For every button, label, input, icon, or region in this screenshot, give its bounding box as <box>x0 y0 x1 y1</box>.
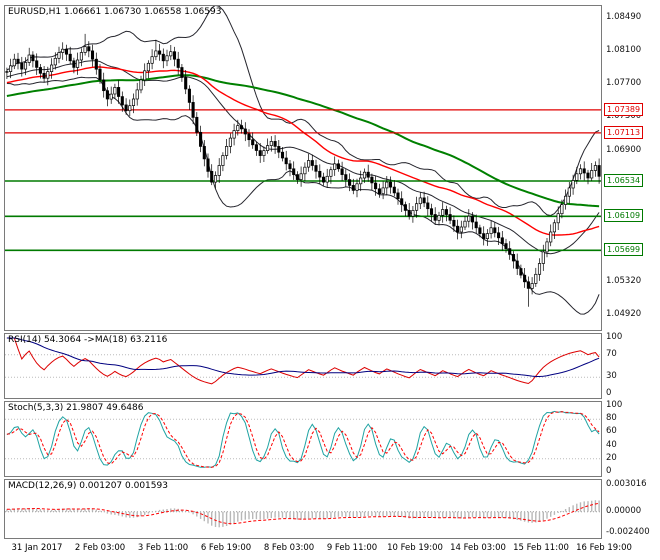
stochastic-panel[interactable]: Stoch(5,3,3) 21.9807 49.6486 <box>4 401 602 477</box>
stochastic-chart[interactable] <box>5 402 601 476</box>
axis-tick: 1.04920 <box>606 309 642 319</box>
time-label: 8 Feb 03:00 <box>263 543 315 553</box>
price-line-tag: 1.05699 <box>604 243 644 256</box>
axis-tick: 100 <box>606 332 623 342</box>
axis-tick: 1.08100 <box>606 45 642 55</box>
price-line-tag: 1.07389 <box>604 103 644 116</box>
rsi-label: RSI(14) 54.3064 ->MA(18) 63.2116 <box>8 335 168 345</box>
price-panel[interactable]: EURUSD,H1 1.06661 1.06730 1.06558 1.0659… <box>4 5 602 331</box>
time-label: 15 Feb 11:00 <box>513 543 569 553</box>
time-axis[interactable]: 31 Jan 2017 2 Feb 03:00 3 Feb 11:00 6 Feb 1… <box>4 541 660 557</box>
time-label: 3 Feb 11:00 <box>137 543 189 553</box>
price-line-tag: 1.06109 <box>604 209 644 222</box>
axis-tick: 70 <box>606 349 617 359</box>
axis-tick: 1.06900 <box>606 145 642 155</box>
price-line-tag: 1.07113 <box>604 126 644 139</box>
symbol-ohlc-label: EURUSD,H1 1.06661 1.06730 1.06558 1.0659… <box>8 7 222 17</box>
time-label: 10 Feb 19:00 <box>387 543 443 553</box>
time-label: 2 Feb 03:00 <box>74 543 126 553</box>
time-label: 14 Feb 03:00 <box>450 543 506 553</box>
axis-tick: 20 <box>606 453 617 463</box>
macd-panel[interactable]: MACD(12,26,9) 0.001207 0.001593 <box>4 479 602 539</box>
axis-tick: 0.00000 <box>606 506 642 516</box>
axis-tick: 30 <box>606 371 617 381</box>
macd-axis[interactable]: 0.003016 0.00000 -0.002400 <box>602 479 660 539</box>
candlestick-chart[interactable] <box>5 6 601 330</box>
macd-label: MACD(12,26,9) 0.001207 0.001593 <box>8 481 168 491</box>
time-label: 31 Jan 2017 <box>11 543 63 553</box>
time-label: 6 Feb 19:00 <box>200 543 252 553</box>
axis-tick: 40 <box>606 440 617 450</box>
axis-tick: 1.07300 <box>606 111 642 121</box>
price-line-tag: 1.06534 <box>604 174 644 187</box>
axis-tick: 1.07700 <box>606 78 642 88</box>
axis-tick: 100 <box>606 400 623 410</box>
axis-tick: 0.003016 <box>606 479 647 489</box>
macd-chart[interactable] <box>5 480 601 538</box>
rsi-chart[interactable] <box>5 334 601 398</box>
axis-tick: 80 <box>606 413 617 423</box>
time-label: 9 Feb 11:00 <box>326 543 378 553</box>
axis-tick: 0 <box>606 388 612 398</box>
time-label: 16 Feb 19:00 <box>576 543 632 553</box>
axis-tick: 0 <box>606 466 612 476</box>
price-axis[interactable]: 1.08490 1.08100 1.07700 1.07300 1.06900 1.065… <box>602 5 660 331</box>
stochastic-label: Stoch(5,3,3) 21.9807 49.6486 <box>8 403 144 413</box>
stochastic-axis[interactable]: 100 80 60 40 20 0 <box>602 400 660 477</box>
rsi-axis[interactable]: 100 70 30 0 <box>602 332 660 399</box>
axis-tick: 1.08490 <box>606 12 642 22</box>
axis-tick: 1.05320 <box>606 276 642 286</box>
axis-tick: 60 <box>606 426 617 436</box>
axis-tick: -0.002400 <box>606 527 650 537</box>
rsi-panel[interactable]: RSI(14) 54.3064 ->MA(18) 63.2116 <box>4 333 602 399</box>
